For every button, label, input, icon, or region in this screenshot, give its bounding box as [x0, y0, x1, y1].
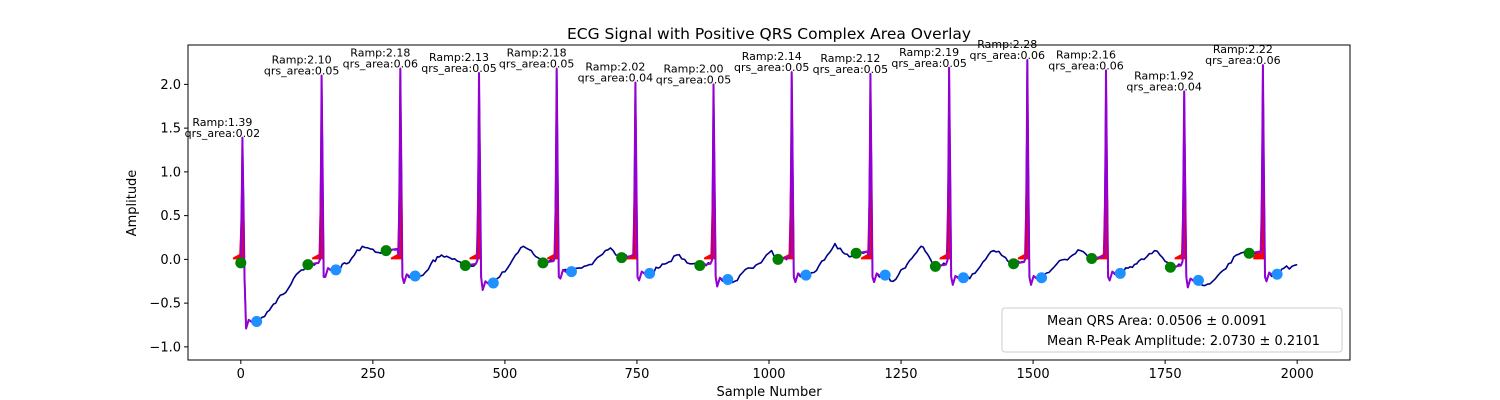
qrs-segment-line — [542, 67, 572, 280]
x-tick-label: 750 — [625, 367, 650, 382]
qrs-offset-marker — [565, 266, 577, 278]
qrs-segment-line — [777, 71, 807, 284]
r-amplitude-label: Ramp:2.16 — [1056, 48, 1116, 61]
qrs-onset-marker — [380, 245, 392, 257]
qrs-area-label: qrs_area:0.06 — [343, 58, 418, 71]
qrs-segment-line — [1091, 69, 1121, 282]
qrs-area-label: qrs_area:0.06 — [1048, 59, 1123, 72]
qrs-onset-marker — [772, 253, 784, 265]
qrs-offset-marker — [487, 277, 499, 289]
qrs-offset-marker — [644, 267, 656, 279]
r-amplitude-label: Ramp:2.00 — [664, 62, 724, 75]
qrs-offset-marker — [1036, 272, 1048, 284]
qrs-onset-marker — [1243, 247, 1255, 259]
qrs-onset-marker — [1086, 253, 1098, 264]
r-amplitude-label: Ramp:2.13 — [429, 51, 489, 64]
qrs-area-label: qrs_area:0.02 — [185, 127, 260, 140]
legend-box — [1001, 307, 1343, 353]
y-tick-label: 2.0 — [160, 78, 181, 93]
chart-title: ECG Signal with Positive QRS Complex Are… — [567, 25, 971, 43]
x-tick-label: 0 — [237, 367, 245, 382]
r-amplitude-label: Ramp:2.10 — [272, 54, 332, 67]
qrs-offset-marker — [1114, 267, 1126, 279]
qrs-offset-marker — [722, 274, 734, 285]
qrs-onset-marker — [459, 260, 471, 271]
x-tick-label: 500 — [492, 367, 517, 382]
qrs-segment-line — [1248, 64, 1278, 283]
qrs-area-label: qrs_area:0.05 — [891, 57, 966, 70]
qrs-area-label: qrs_area:0.06 — [970, 49, 1045, 62]
y-tick-label: −0.5 — [149, 297, 181, 312]
qrs-segment-line — [935, 66, 964, 286]
legend-entry: Mean R-Peak Amplitude: 2.0730 ± 0.2101 — [1047, 334, 1320, 349]
qrs-segment-line — [1013, 58, 1042, 286]
x-tick-label: 250 — [360, 367, 385, 382]
qrs-offset-marker — [1192, 274, 1204, 286]
r-amplitude-label: Ramp:1.92 — [1134, 69, 1194, 82]
x-tick-label: 1000 — [752, 367, 785, 382]
qrs-onset-marker — [616, 252, 628, 264]
qrs-onset-marker — [929, 260, 941, 272]
qrs-offset-marker — [957, 272, 969, 284]
qrs-offset-marker — [409, 270, 421, 282]
r-amplitude-label: Ramp:2.18 — [350, 47, 410, 60]
qrs-onset-marker — [235, 257, 247, 269]
qrs-segment-line — [621, 81, 651, 282]
qrs-onset-marker — [850, 247, 862, 259]
axes: 0 250 500 750 1000 1250 1500 1750 2000 −1.0 −0.5 0.… — [149, 44, 1351, 382]
r-amplitude-label: Ramp:2.12 — [820, 52, 880, 65]
y-tick-label: 0.5 — [160, 209, 181, 224]
qrs-area-label: qrs_area:0.05 — [264, 65, 339, 78]
r-amplitude-label: Ramp:2.18 — [507, 47, 567, 60]
qrs-area-label: qrs_area:0.05 — [656, 73, 731, 86]
qrs-area-label: qrs_area:0.06 — [1205, 54, 1280, 67]
x-axis-label: Sample Number — [716, 385, 822, 400]
qrs-onset-marker — [1164, 261, 1176, 273]
qrs-area-label: qrs_area:0.04 — [578, 72, 653, 85]
x-tick-label: 1750 — [1149, 367, 1182, 382]
qrs-segment-line — [855, 72, 886, 284]
r-amplitude-label: Ramp:2.22 — [1213, 43, 1273, 56]
x-tick-label: 1500 — [1017, 367, 1050, 382]
qrs-area-label: qrs_area:0.05 — [421, 62, 496, 75]
qrs-area-label: qrs_area:0.05 — [499, 58, 574, 71]
qrs-offset-marker — [800, 269, 812, 281]
qrs-area-label: qrs_area:0.05 — [734, 61, 809, 74]
y-tick-label: 1.0 — [160, 165, 181, 180]
qrs-area-label: qrs_area:0.05 — [813, 63, 888, 76]
qrs-segment-line — [465, 72, 494, 291]
qrs-segment-line — [1170, 90, 1199, 289]
x-tick-label: 1250 — [884, 367, 917, 382]
qrs-offset-marker — [1271, 268, 1283, 280]
r-amplitude-label: Ramp:2.28 — [977, 38, 1037, 51]
qrs-onset-marker — [537, 257, 549, 269]
qrs-offset-marker — [251, 316, 263, 327]
y-tick-label: 0.0 — [160, 253, 181, 268]
qrs-onset-marker — [694, 260, 706, 271]
qrs-area-label: qrs_area:0.04 — [1126, 80, 1201, 93]
r-amplitude-label: Ramp:2.19 — [899, 46, 959, 59]
r-amplitude-label: Ramp:2.14 — [742, 50, 802, 63]
y-tick-label: −1.0 — [149, 340, 181, 355]
legend: Mean QRS Area: 0.0506 ± 0.0091 Mean R-Pea… — [1001, 307, 1343, 353]
r-amplitude-label: Ramp:1.39 — [192, 116, 252, 129]
qrs-segment-line — [307, 74, 337, 278]
r-amplitude-label: Ramp:2.02 — [585, 61, 645, 74]
qrs-offset-marker — [330, 264, 342, 276]
y-tick-label: 1.5 — [160, 122, 181, 137]
plot-area: Ramp:1.39qrs_area:0.02Ramp:2.10qrs_area:… — [185, 38, 1298, 330]
qrs-segment-line — [699, 83, 729, 288]
legend-entry: Mean QRS Area: 0.0506 ± 0.0091 — [1047, 314, 1267, 329]
qrs-onset-marker — [302, 259, 314, 271]
qrs-segment-line — [385, 67, 416, 284]
y-axis-label: Amplitude — [125, 170, 140, 237]
qrs-onset-marker — [1008, 258, 1020, 270]
qrs-offset-marker — [879, 269, 891, 281]
x-tick-label: 2000 — [1281, 367, 1314, 382]
